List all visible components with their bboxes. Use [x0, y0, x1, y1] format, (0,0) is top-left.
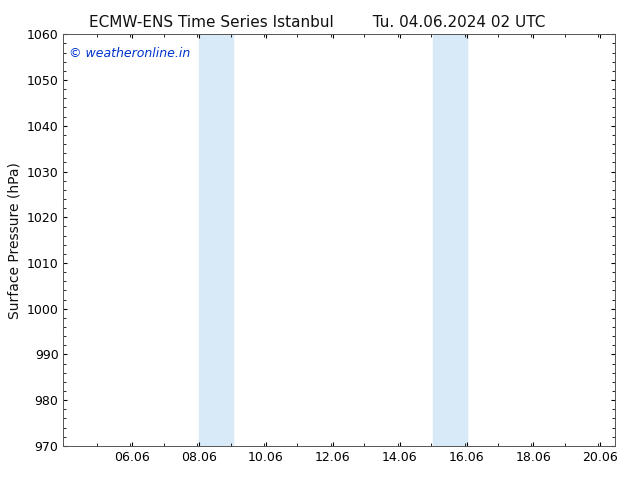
Bar — [199, 34, 233, 446]
Text: ECMW-ENS Time Series Istanbul        Tu. 04.06.2024 02 UTC: ECMW-ENS Time Series Istanbul Tu. 04.06.… — [89, 15, 545, 30]
Y-axis label: Surface Pressure (hPa): Surface Pressure (hPa) — [7, 162, 21, 318]
Text: © weatheronline.in: © weatheronline.in — [69, 47, 190, 60]
Bar — [433, 34, 467, 446]
